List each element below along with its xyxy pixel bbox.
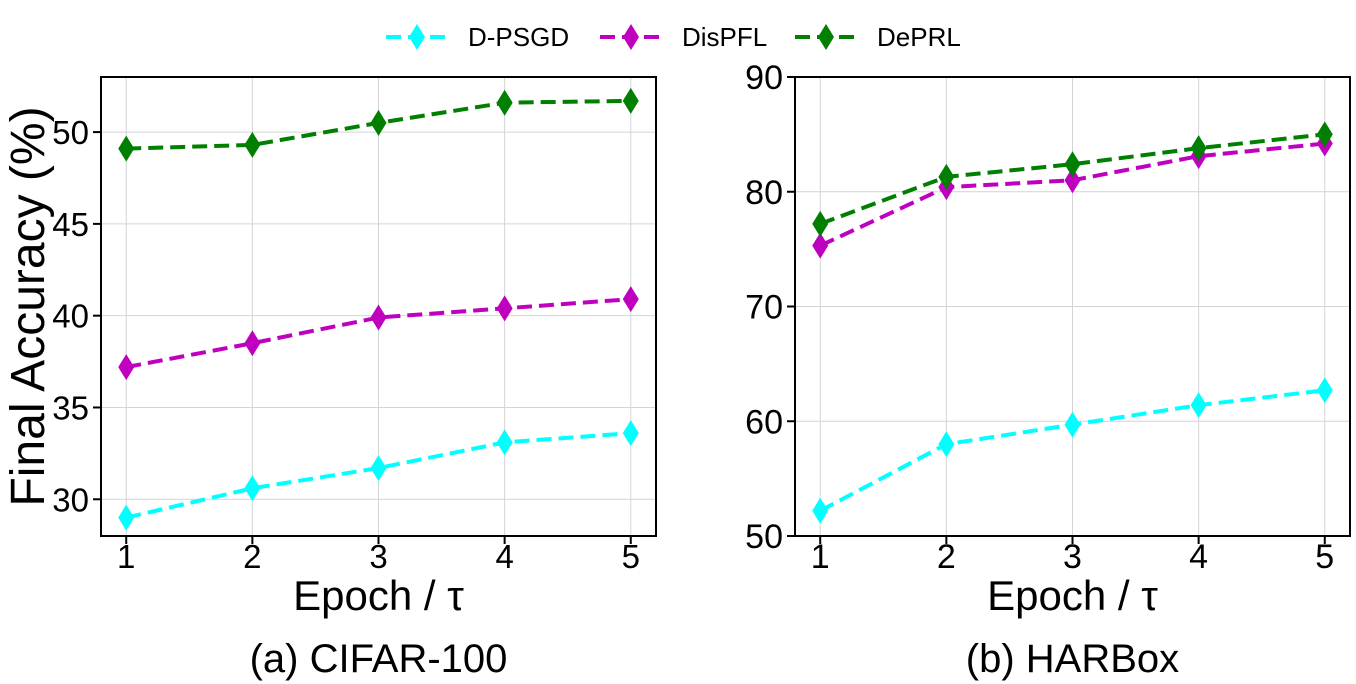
x-axis-label: Epoch / τ: [987, 572, 1158, 619]
data-point-dispfl: [812, 232, 829, 259]
y-axis-label: Final Accuracy (%): [2, 106, 55, 506]
y-tick-label: 50: [745, 518, 783, 556]
data-point-deprl: [244, 131, 261, 158]
x-tick-label: 1: [117, 538, 135, 575]
series-line-dispfl: [125, 297, 631, 370]
legend-marker-d-psgd: [409, 24, 425, 50]
data-point-dispfl: [370, 304, 387, 331]
series-line-d-psgd: [125, 431, 631, 520]
data-point-d-psgd: [1316, 377, 1333, 404]
data-point-d-psgd: [370, 455, 387, 482]
x-tick-label: 3: [369, 538, 387, 575]
data-point-deprl: [118, 135, 135, 162]
y-tick-label: 45: [52, 206, 89, 243]
chart-title: (a) CIFAR-100: [250, 637, 508, 681]
series-line-deprl: [819, 132, 1325, 226]
y-tick-label: 90: [745, 59, 783, 97]
legend: D-PSGD DisPFL DePRL: [386, 22, 961, 52]
data-point-deprl: [496, 89, 513, 116]
legend-label-deprl: DePRL: [877, 22, 961, 52]
data-point-d-psgd: [938, 431, 955, 458]
x-tick-label: 4: [495, 538, 513, 575]
y-tick-label: 50: [52, 114, 89, 151]
y-tick-label: 70: [745, 289, 783, 327]
y-tick-label: 80: [745, 174, 783, 212]
x-tick-label: 5: [1315, 538, 1334, 576]
chart-harbox: 1 2 3 4 5 50 60 70 80 90 Epoch / τ (b) HARBox: [745, 59, 1351, 681]
y-tick-label: 35: [52, 389, 89, 426]
data-point-dispfl: [496, 295, 513, 322]
data-point-d-psgd: [622, 420, 639, 447]
x-tick-label: 4: [1189, 538, 1208, 576]
y-tick-label: 40: [52, 298, 89, 335]
data-point-dispfl: [1064, 167, 1081, 194]
x-tick-label: 2: [937, 538, 956, 576]
data-point-deprl: [1190, 135, 1207, 162]
legend-label-d-psgd: D-PSGD: [468, 22, 569, 52]
data-point-d-psgd: [1190, 392, 1207, 419]
data-point-deprl: [370, 109, 387, 136]
data-point-d-psgd: [244, 475, 261, 502]
x-tick-label: 1: [811, 538, 830, 576]
legend-marker-dispfl: [623, 24, 639, 50]
data-point-deprl: [1316, 121, 1333, 148]
data-point-d-psgd: [1064, 411, 1081, 438]
data-point-dispfl: [244, 330, 261, 357]
x-tick-label: 3: [1063, 538, 1082, 576]
y-tick-label: 30: [52, 481, 89, 518]
legend-label-dispfl: DisPFL: [682, 22, 767, 52]
x-tick-label: 2: [243, 538, 261, 575]
data-point-deprl: [622, 87, 639, 114]
x-tick-label: 5: [622, 538, 640, 575]
legend-marker-deprl: [818, 24, 834, 50]
y-tick-label: 60: [745, 403, 783, 441]
data-point-dispfl: [622, 286, 639, 313]
data-point-deprl: [812, 210, 829, 237]
data-point-deprl: [1064, 151, 1081, 178]
chart-title: (b) HARBox: [966, 637, 1179, 681]
data-point-deprl: [938, 163, 955, 190]
data-point-d-psgd: [812, 497, 829, 524]
x-axis-label: Epoch / τ: [293, 572, 464, 619]
data-point-dispfl: [118, 354, 135, 381]
data-point-d-psgd: [118, 504, 135, 531]
data-point-d-psgd: [496, 429, 513, 456]
